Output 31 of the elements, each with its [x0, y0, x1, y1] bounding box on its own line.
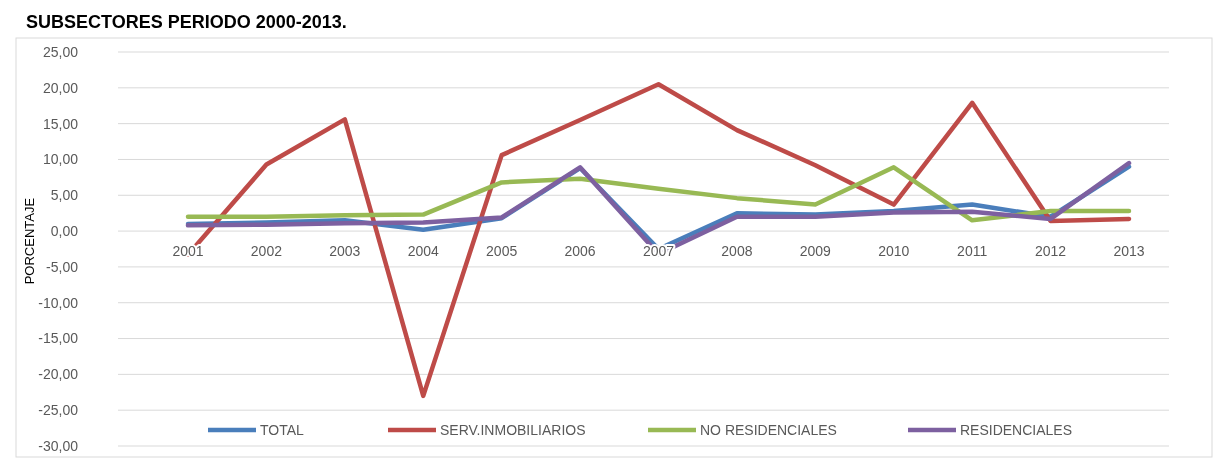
y-tick-label: -10,00 — [38, 294, 79, 311]
x-tick-label: 2013 — [1113, 243, 1145, 260]
x-tick-label: 2007 — [642, 243, 675, 260]
x-tick-label: 2002 — [250, 243, 283, 260]
y-tick-label: -20,00 — [38, 366, 79, 383]
y-tick-label: -15,00 — [38, 330, 79, 347]
x-tick-label: 2008 — [721, 243, 753, 260]
x-tick-label: 2011 — [957, 243, 988, 260]
x-tick-label: 2010 — [878, 243, 910, 260]
y-tick-label: -25,00 — [38, 402, 79, 419]
legend-label: SERV.INMOBILIARIOS — [440, 421, 586, 438]
chart-title: SUBSECTORES PERIODO 2000-2013. — [26, 12, 347, 32]
y-axis-title: PORCENTAJE — [22, 197, 37, 285]
y-tick-label: 15,00 — [42, 115, 79, 132]
legend-label: RESIDENCIALES — [960, 421, 1073, 438]
x-tick-label: 2009 — [799, 243, 832, 260]
y-tick-label: 10,00 — [42, 151, 79, 168]
y-tick-label: 5,00 — [50, 187, 79, 204]
legend-label: NO RESIDENCIALES — [700, 421, 837, 438]
x-tick-label: 2006 — [564, 243, 596, 260]
line-series — [185, 165, 1132, 223]
y-tick-label: 0,00 — [50, 222, 79, 239]
legend-label: TOTAL — [260, 421, 305, 438]
y-tick-label: -30,00 — [38, 437, 79, 454]
x-tick-label: 2003 — [329, 243, 361, 260]
x-tick-label: 2005 — [486, 243, 518, 260]
y-tick-label: -5,00 — [46, 258, 79, 275]
y-tick-label: 20,00 — [42, 79, 79, 96]
x-tick-label: 2012 — [1035, 243, 1067, 260]
y-tick-label: 25,00 — [42, 43, 79, 60]
x-tick-label: 2004 — [407, 243, 440, 260]
